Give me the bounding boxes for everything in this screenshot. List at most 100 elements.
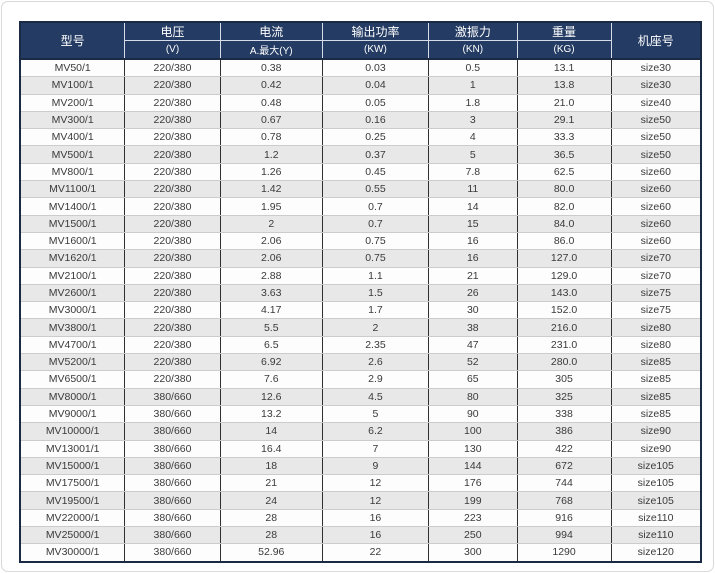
table-row: MV13001/1 380/660 16.4 7 130 422 size90 [19,439,702,458]
cell-power: 16 [321,508,430,528]
cell-power: 1.1 [321,266,430,285]
cell-model: MV8000/1 [19,387,126,406]
cell-force: 30 [428,301,518,320]
cell-volt: 220/380 [124,76,221,95]
cell-weight: 386 [516,422,612,441]
cell-weight: 231.0 [516,335,612,355]
table-row: MV4700/1 220/380 6.5 2.35 47 231.0 size80 [19,335,702,355]
cell-model: MV1400/1 [19,197,126,216]
cell-model: MV22000/1 [19,508,126,528]
table-row: MV1600/1 220/380 2.06 0.75 16 86.0 size60 [19,231,702,251]
cell-power: 6.2 [321,422,430,441]
cell-power: 22 [321,543,430,563]
cell-model: MV4700/1 [19,335,126,355]
cell-frame: size60 [610,162,702,182]
cell-force: 176 [428,474,518,493]
cell-power: 4.5 [321,387,430,406]
cell-curr: 1.42 [219,180,323,199]
cell-model: MV9000/1 [19,404,126,424]
cell-volt: 380/660 [124,422,221,441]
cell-curr: 0.48 [219,93,323,112]
cell-force: 3 [428,110,518,130]
cell-power: 0.7 [321,197,430,216]
cell-power: 0.45 [321,162,430,182]
cell-weight: 280.0 [516,353,612,372]
cell-curr: 16.4 [219,439,323,458]
cell-force: 300 [428,543,518,563]
cell-frame: size50 [610,110,702,130]
table-row: MV9000/1 380/660 13.2 5 90 338 size85 [19,404,702,424]
cell-force: 16 [428,249,518,268]
table-row: MV1500/1 220/380 2 0.7 15 84.0 size60 [19,214,702,233]
header-row-units: (V) A.最大(Y) (KW) (KN) (KG) [20,40,701,60]
cell-model: MV6500/1 [19,370,126,389]
cell-model: MV2600/1 [19,283,126,303]
table-row: MV200/1 220/380 0.48 0.05 1.8 21.0 size40 [19,93,702,112]
cell-weight: 422 [516,439,612,458]
cell-weight: 36.5 [516,145,612,164]
cell-model: MV15000/1 [19,456,126,476]
cell-model: MV13001/1 [19,439,126,458]
cell-volt: 220/380 [124,93,221,112]
cell-volt: 380/660 [124,508,221,528]
cell-weight: 13.1 [516,58,612,78]
cell-frame: size80 [610,335,702,355]
cell-frame: size30 [610,76,702,95]
cell-force: 38 [428,318,518,337]
cell-curr: 5.5 [219,318,323,337]
cell-volt: 220/380 [124,370,221,389]
cell-power: 1.5 [321,283,430,303]
table-row: MV3000/1 220/380 4.17 1.7 30 152.0 size75 [19,301,702,320]
cell-curr: 13.2 [219,404,323,424]
cell-frame: size120 [610,543,702,563]
cell-frame: size60 [610,180,702,199]
cell-force: 16 [428,231,518,251]
cell-frame: size75 [610,283,702,303]
cell-volt: 220/380 [124,58,221,78]
cell-model: MV300/1 [19,110,126,130]
cell-weight: 744 [516,474,612,493]
cell-frame: size85 [610,387,702,406]
table-row: MV30000/1 380/660 52.96 22 300 1290 size120 [19,543,702,563]
cell-curr: 6.5 [219,335,323,355]
cell-frame: size110 [610,526,702,545]
cell-weight: 82.0 [516,197,612,216]
cell-power: 2 [321,318,430,337]
cell-frame: size90 [610,422,702,441]
table-row: MV1620/1 220/380 2.06 0.75 16 127.0 size70 [19,249,702,268]
cell-frame: size70 [610,266,702,285]
cell-model: MV500/1 [19,145,126,164]
table-body: MV50/1 220/380 0.38 0.03 0.5 13.1 size30 MV100/… [19,58,702,563]
cell-power: 0.05 [321,93,430,112]
cell-model: MV100/1 [19,76,126,95]
cell-weight: 994 [516,526,612,545]
header-model: 型号 [19,21,126,60]
cell-curr: 2.88 [219,266,323,285]
header-frame-size: 机座号 [610,21,702,60]
cell-curr: 7.6 [219,370,323,389]
cell-weight: 21.0 [516,93,612,112]
cell-power: 0.75 [321,249,430,268]
cell-frame: size90 [610,439,702,458]
cell-volt: 220/380 [124,197,221,216]
cell-frame: size50 [610,128,702,147]
cell-force: 250 [428,526,518,545]
cell-power: 0.25 [321,128,430,147]
table-row: MV1100/1 220/380 1.42 0.55 11 80.0 size60 [19,180,702,199]
header-weight-unit: (KG) [516,40,612,60]
cell-curr: 6.92 [219,353,323,372]
cell-frame: size60 [610,214,702,233]
cell-weight: 129.0 [516,266,612,285]
cell-force: 223 [428,508,518,528]
cell-weight: 62.5 [516,162,612,182]
table-row: MV300/1 220/380 0.67 0.16 3 29.1 size50 [19,110,702,130]
cell-volt: 220/380 [124,318,221,337]
cell-frame: size105 [610,456,702,476]
cell-model: MV3000/1 [19,301,126,320]
table-row: MV400/1 220/380 0.78 0.25 4 33.3 size50 [19,128,702,147]
cell-model: MV800/1 [19,162,126,182]
cell-model: MV200/1 [19,93,126,112]
cell-model: MV1100/1 [19,180,126,199]
cell-weight: 916 [516,508,612,528]
